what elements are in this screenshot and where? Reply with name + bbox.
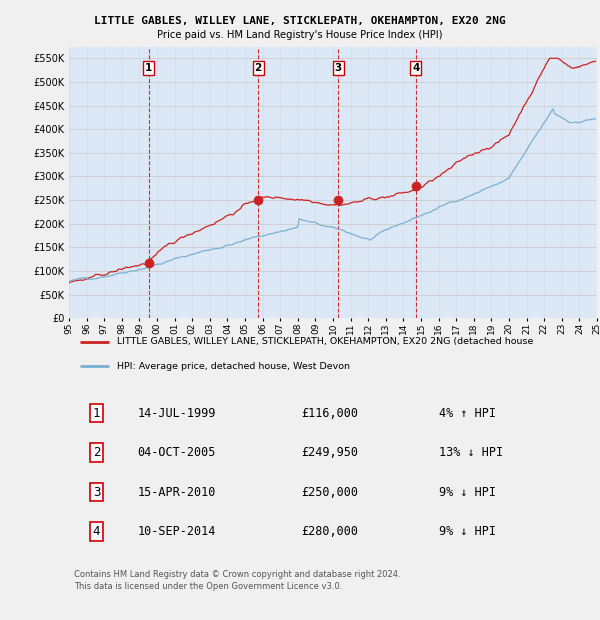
Text: £116,000: £116,000 (301, 407, 358, 420)
Text: 15-APR-2010: 15-APR-2010 (137, 485, 216, 498)
Text: 2: 2 (93, 446, 100, 459)
Text: 4% ↑ HPI: 4% ↑ HPI (439, 407, 496, 420)
Text: 9% ↓ HPI: 9% ↓ HPI (439, 485, 496, 498)
Text: 1: 1 (145, 63, 152, 73)
Text: 10-SEP-2014: 10-SEP-2014 (137, 525, 216, 538)
Text: £280,000: £280,000 (301, 525, 358, 538)
Text: 1: 1 (93, 407, 100, 420)
Text: LITTLE GABLES, WILLEY LANE, STICKLEPATH, OKEHAMPTON, EX20 2NG: LITTLE GABLES, WILLEY LANE, STICKLEPATH,… (94, 16, 506, 26)
Text: HPI: Average price, detached house, West Devon: HPI: Average price, detached house, West… (116, 361, 350, 371)
Text: £250,000: £250,000 (301, 485, 358, 498)
Text: 04-OCT-2005: 04-OCT-2005 (137, 446, 216, 459)
Text: Price paid vs. HM Land Registry's House Price Index (HPI): Price paid vs. HM Land Registry's House … (157, 30, 443, 40)
Text: LITTLE GABLES, WILLEY LANE, STICKLEPATH, OKEHAMPTON, EX20 2NG (detached house: LITTLE GABLES, WILLEY LANE, STICKLEPATH,… (116, 337, 533, 346)
Text: 3: 3 (93, 485, 100, 498)
Text: 4: 4 (93, 525, 100, 538)
Text: £249,950: £249,950 (301, 446, 358, 459)
Text: 13% ↓ HPI: 13% ↓ HPI (439, 446, 503, 459)
Text: 3: 3 (334, 63, 342, 73)
Text: Contains HM Land Registry data © Crown copyright and database right 2024.
This d: Contains HM Land Registry data © Crown c… (74, 570, 401, 591)
Text: 4: 4 (412, 63, 419, 73)
Text: 2: 2 (254, 63, 262, 73)
Text: 14-JUL-1999: 14-JUL-1999 (137, 407, 216, 420)
Text: 9% ↓ HPI: 9% ↓ HPI (439, 525, 496, 538)
